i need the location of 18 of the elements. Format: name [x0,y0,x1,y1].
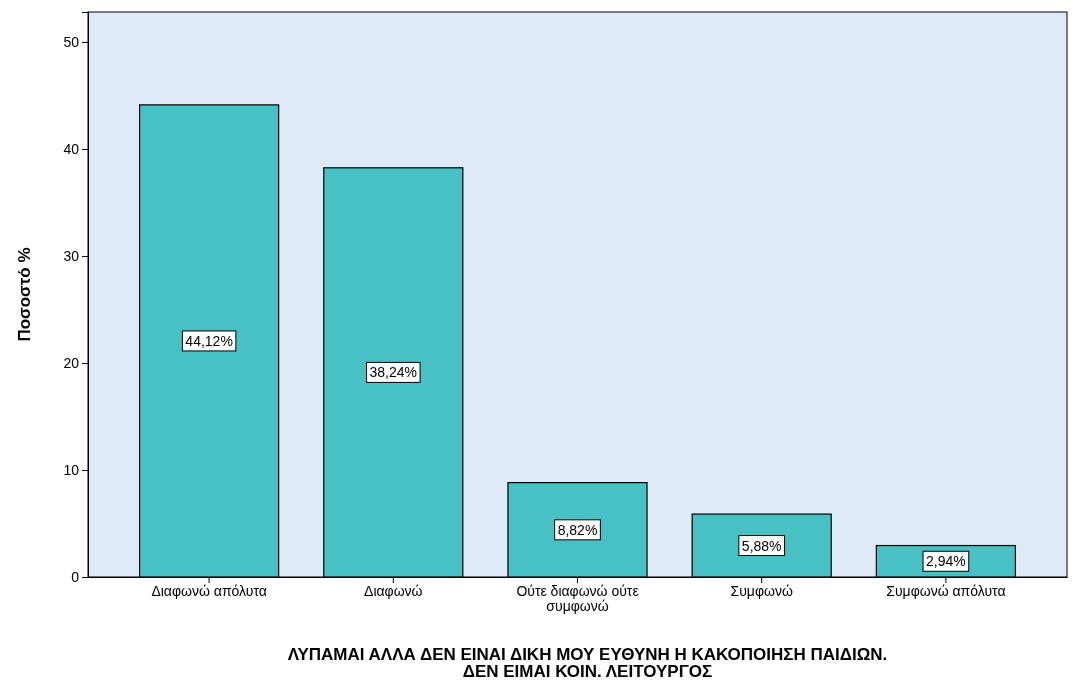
data-label: 5,88% [741,537,782,554]
x-tick-label: Διαφωνώ [364,582,423,599]
data-label: 38,24% [369,364,418,381]
x-tick-label: Διαφωνώ απόλυτα [151,582,267,599]
y-tick-label: 10 [63,461,80,478]
y-tick-label: 30 [63,247,80,264]
x-tick-label: Συμφωνώ απόλυτα [886,582,1006,599]
data-label: 2,94% [926,553,966,570]
x-tick-label: Συμφωνώ [730,582,793,599]
y-axis-title: Ποσοστό % [15,247,34,342]
y-tick-label: 0 [71,568,80,585]
x-axis-title: ΛΥΠΑΜΑΙ ΑΛΛΑ ΔΕΝ ΕΙΝΑΙ ΔΙΚΗ ΜΟΥ ΕΥΘΥΝΗ Η ΚΑΚΟΠΟΙΗΣΗ ΠΑΙΔΙΩΝ. ΔΕΝ ΕΙΜΑΙ ΚΟΙΝ. ΛΕΙΤΟΥΡΓΟΣ [287,645,888,681]
x-tick-label: Ούτε διαφωνώ ούτε συμφωνώ [516,582,639,614]
y-tick-label: 20 [63,354,80,371]
data-label: 44,12% [185,332,233,349]
data-label: 8,82% [557,521,598,538]
y-tick-label: 50 [63,33,80,50]
y-tick-label: 40 [63,140,80,157]
